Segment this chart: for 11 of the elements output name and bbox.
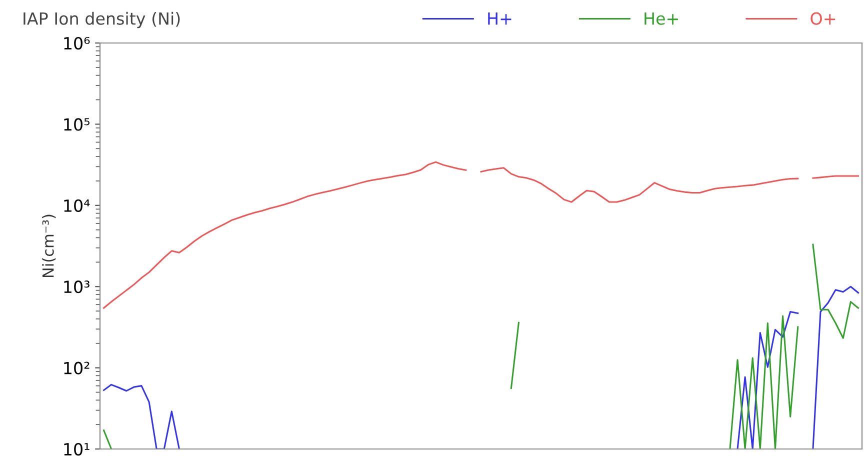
y-tick-label: 10⁵ — [64, 118, 90, 131]
y-tick-label: 10² — [64, 362, 90, 374]
y-tick-label: 10⁶ — [64, 36, 90, 50]
y-tick-label: 10¹ — [64, 442, 90, 456]
y-tick-label: 10³ — [64, 280, 90, 294]
chart-title: IAP Ion density (Ni) — [24, 12, 180, 28]
legend-label: He+ — [644, 12, 678, 25]
legend-label: O+ — [810, 12, 836, 25]
legend-label: H+ — [488, 12, 512, 25]
y-tick-label: 10⁴ — [64, 199, 90, 212]
y-axis-title: Ni(cm⁻³) — [42, 214, 56, 278]
